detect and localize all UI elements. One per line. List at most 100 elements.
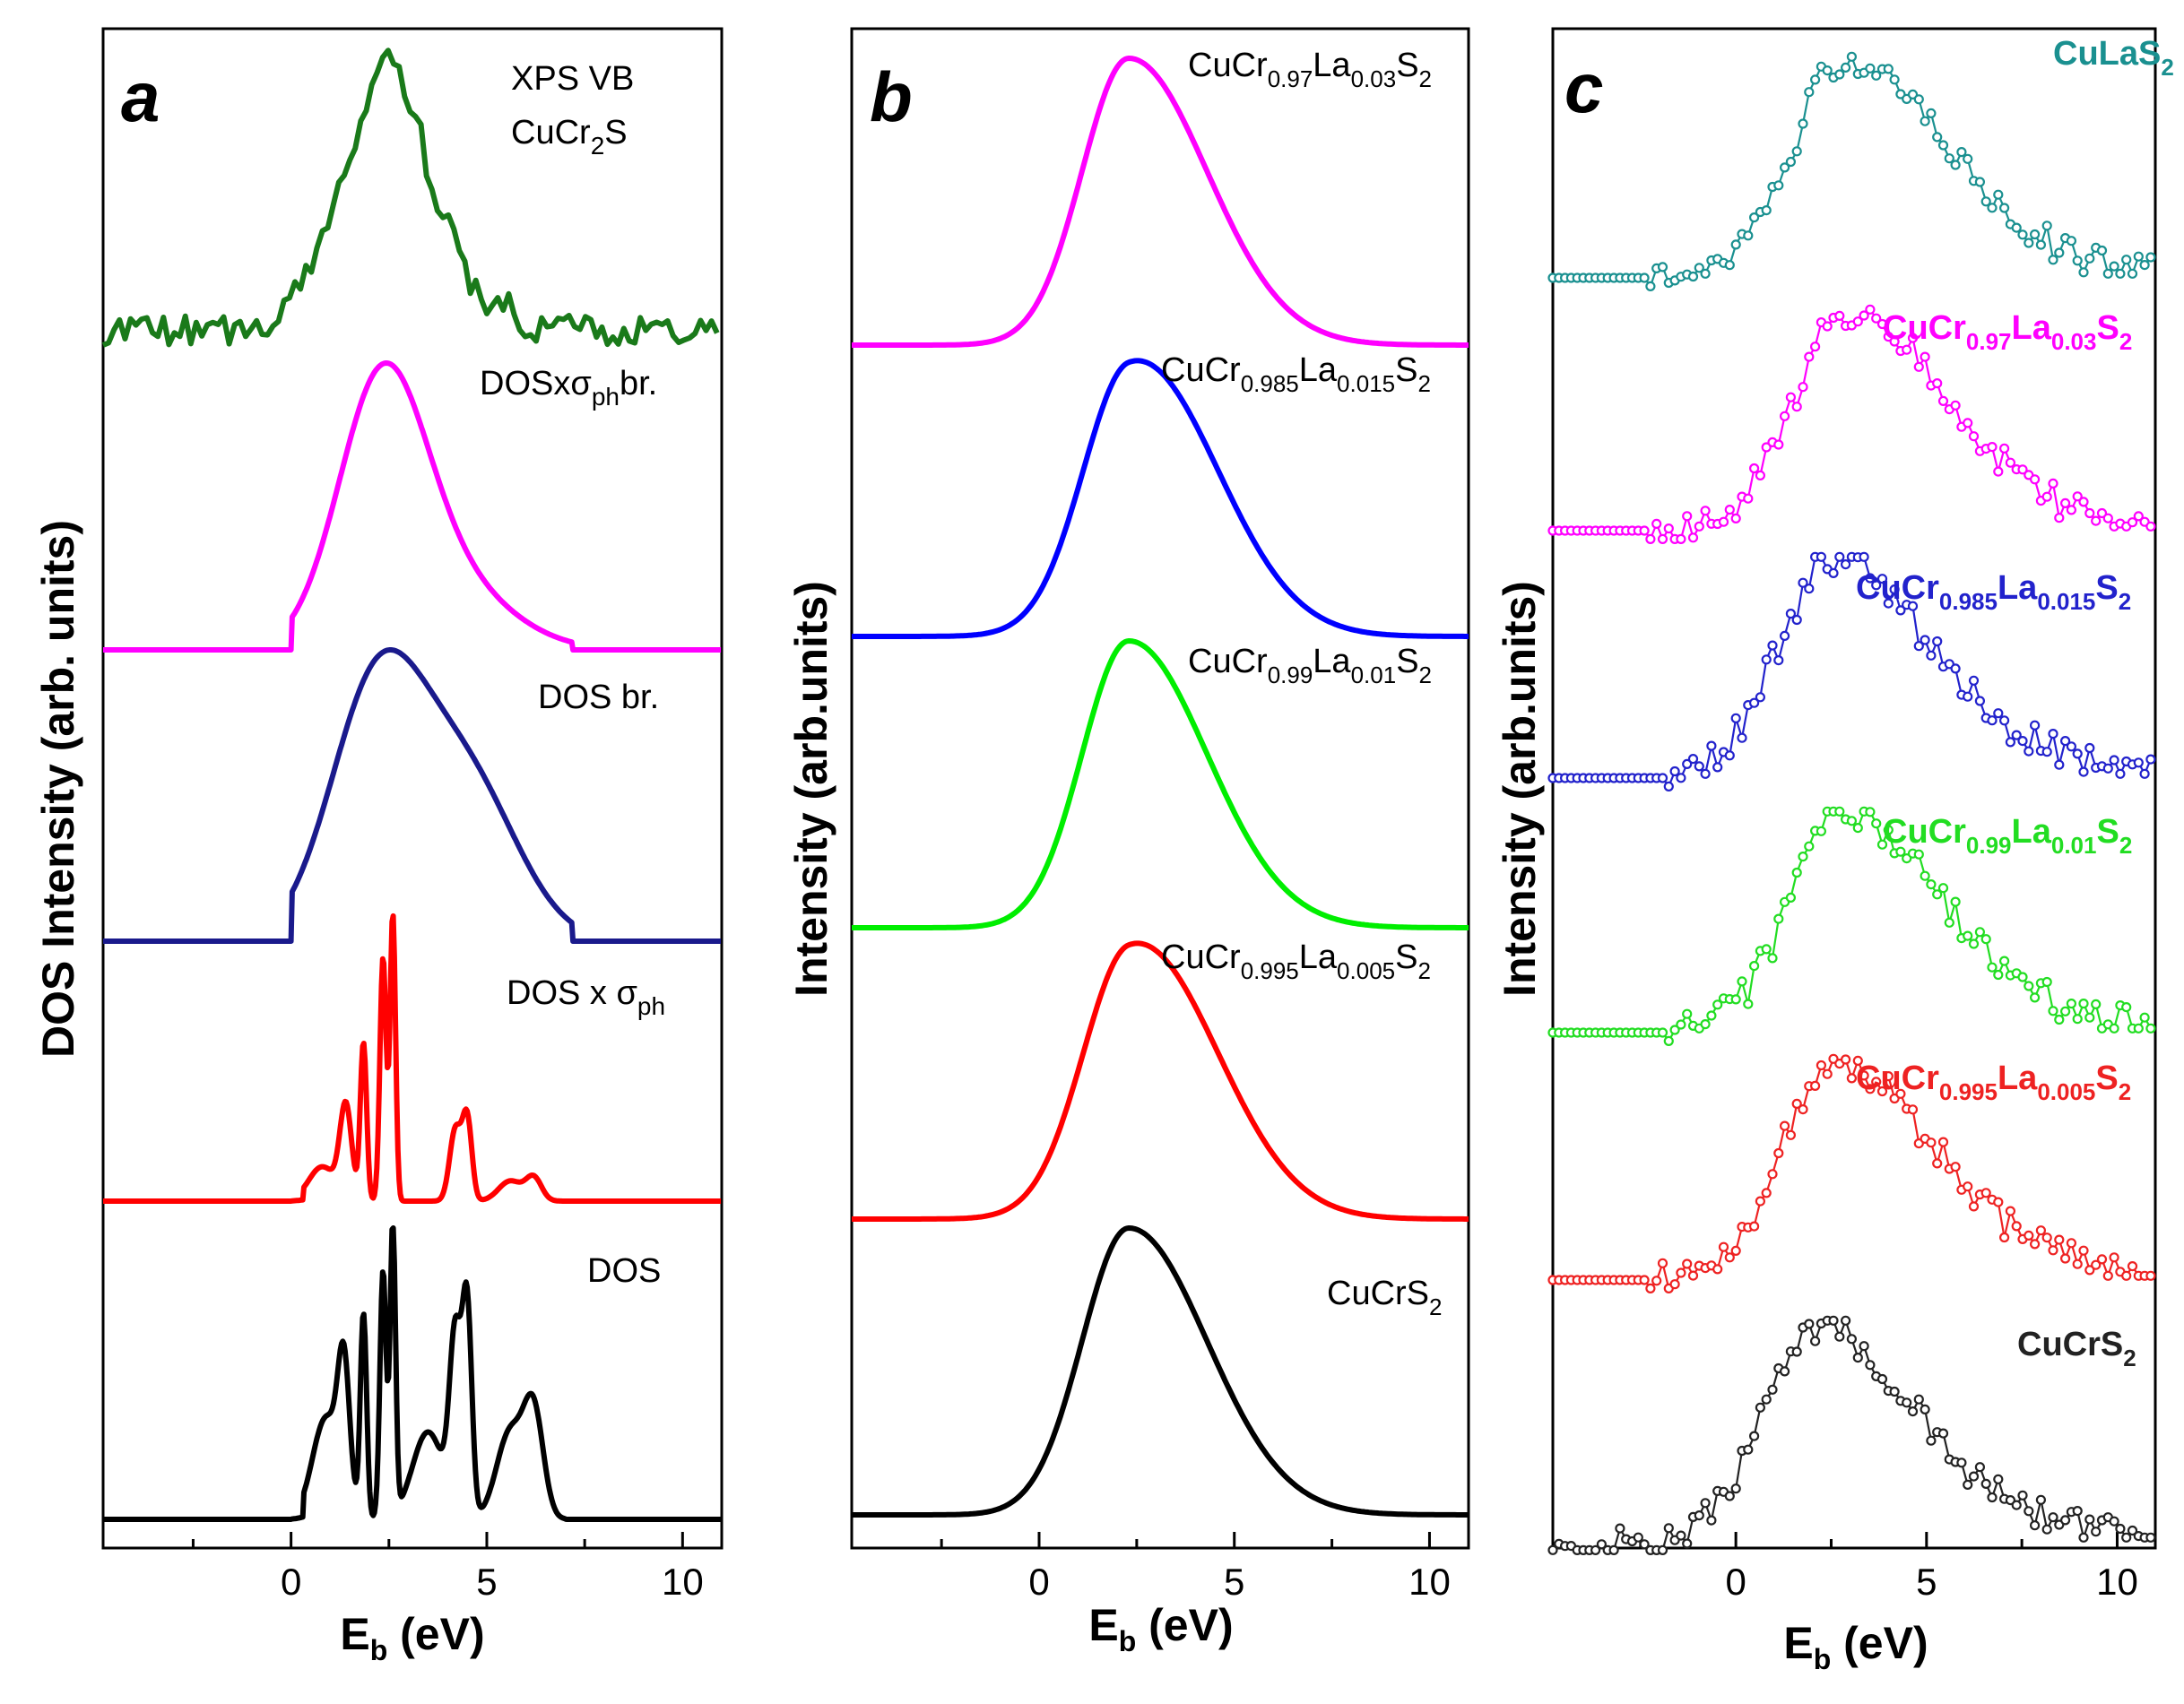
data-point <box>1761 1188 1772 1198</box>
data-point <box>1974 1462 1985 1473</box>
data-point <box>1859 1070 1869 1081</box>
panel-a-frame <box>101 27 724 1550</box>
data-point <box>1706 1515 1717 1526</box>
data-point <box>1822 1068 1833 1079</box>
data-point <box>1956 147 1967 158</box>
data-point <box>1712 1264 1723 1275</box>
data-point <box>1730 1483 1741 1494</box>
data-point <box>1968 1471 1980 1482</box>
data-point <box>2048 1245 2058 1256</box>
data-point <box>1767 640 1778 651</box>
data-point <box>1809 1336 1821 1346</box>
data-point <box>1859 551 1869 562</box>
data-point <box>1682 758 1693 770</box>
panel-b-x-ticks: 0 5 10 <box>940 1532 1451 1603</box>
data-point <box>1694 761 1704 772</box>
data-point <box>2035 239 2046 250</box>
data-point <box>2145 1023 2156 1034</box>
data-point <box>1657 1544 1668 1556</box>
data-point <box>2048 728 2058 740</box>
data-point <box>1724 1491 1735 1501</box>
data-point <box>1963 153 1973 164</box>
data-point <box>1682 1008 1693 1019</box>
data-point <box>1999 715 2010 726</box>
data-point <box>1712 999 1723 1010</box>
data-point <box>2035 1225 2046 1236</box>
data-point <box>2030 474 2041 485</box>
data-point <box>2102 513 2113 523</box>
data-point <box>1974 696 1985 706</box>
data-point <box>1834 310 1845 321</box>
data-point <box>1809 342 1821 352</box>
data-point <box>2139 1012 2150 1023</box>
data-point <box>1687 1270 1699 1281</box>
data-point <box>2011 1221 2022 1232</box>
data-point <box>1779 630 1790 642</box>
data-point <box>2091 1259 2102 1270</box>
data-point <box>1694 1509 1704 1521</box>
data-point <box>1974 927 1985 938</box>
data-point <box>2115 1523 2126 1535</box>
data-point <box>2109 755 2119 766</box>
data-point <box>1895 1088 1906 1099</box>
data-point <box>1816 551 1827 562</box>
data-point <box>2017 1490 2028 1501</box>
panel-b-frame <box>850 27 1470 1550</box>
data-point <box>2133 1023 2144 1034</box>
data-point <box>1700 1018 1711 1030</box>
data-point <box>1980 1478 1991 1490</box>
data-point <box>1865 304 1876 315</box>
data-point <box>1968 675 1980 686</box>
data-point <box>2072 1259 2083 1269</box>
data-point <box>1791 1098 1802 1110</box>
data-point <box>2024 238 2034 248</box>
data-point <box>1926 878 1937 890</box>
data-point <box>1963 691 1973 702</box>
data-point <box>1834 1331 1845 1342</box>
series-label: CuCr0.985La0.015S2 <box>1856 569 2131 615</box>
data-point <box>1987 442 1998 453</box>
data-point <box>2030 229 2041 240</box>
data-point <box>1963 418 1973 428</box>
data-point <box>1639 1275 1650 1285</box>
data-point <box>2060 497 2071 509</box>
data-point <box>1889 584 1900 595</box>
panel-c-labels: CuLaS2 CuCr0.97La0.03S2 CuCr0.985La0.015S2… <box>1856 35 2174 1371</box>
data-point <box>1779 411 1790 421</box>
data-point <box>1687 271 1699 282</box>
data-point <box>1846 1073 1857 1084</box>
data-point <box>1645 281 1656 291</box>
data-point <box>1676 533 1686 545</box>
series-line <box>851 56 1469 348</box>
x-tick-label: 0 <box>281 1561 301 1603</box>
data-point <box>1785 392 1797 402</box>
data-point <box>1682 1259 1693 1269</box>
data-point <box>2060 735 2071 747</box>
data-point <box>1639 525 1650 536</box>
data-point <box>1700 268 1711 279</box>
data-point <box>1767 953 1778 964</box>
data-point <box>1876 839 1888 850</box>
data-point <box>1876 318 1888 330</box>
data-point <box>2078 1245 2089 1256</box>
data-point <box>1748 1431 1760 1441</box>
data-point <box>1993 189 2004 200</box>
data-point <box>1804 87 1815 98</box>
data-point <box>1889 336 1900 347</box>
data-point <box>1871 313 1882 324</box>
data-point <box>1743 999 1754 1009</box>
data-point <box>1785 156 1797 168</box>
data-point <box>1876 1086 1888 1097</box>
data-point <box>1883 1070 1894 1082</box>
panel-b-y-axis-title: Intensity (arb.units) <box>786 581 836 997</box>
data-point <box>2054 513 2065 523</box>
data-point <box>2072 1505 2083 1517</box>
data-point <box>1889 1386 1900 1397</box>
data-point <box>1651 518 1662 530</box>
data-point <box>1694 263 1704 273</box>
data-point <box>2011 730 2022 740</box>
data-point <box>2066 505 2076 515</box>
data-point <box>1761 442 1772 453</box>
data-point <box>1645 533 1656 545</box>
data-point <box>1669 1279 1680 1290</box>
